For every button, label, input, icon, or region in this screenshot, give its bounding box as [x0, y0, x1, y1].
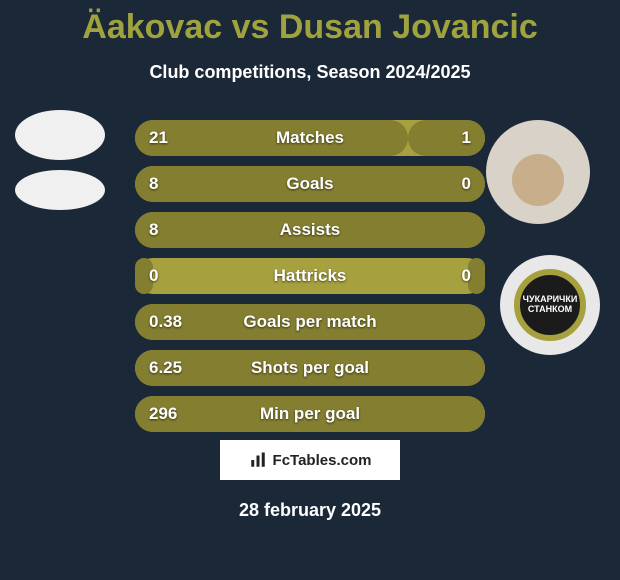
stat-bar: 296Min per goal: [135, 396, 485, 432]
bar-left-value: 21: [149, 120, 168, 156]
bar-fill-left: [135, 304, 485, 340]
bar-left-value: 0.38: [149, 304, 182, 340]
bar-left-value: 8: [149, 212, 158, 248]
bar-right-value: 1: [462, 120, 471, 156]
bar-fill-right: [408, 120, 485, 156]
bar-right-value: 0: [462, 166, 471, 202]
team2-badge-inner: ЧУКАРИЧКИ СТАНКОМ: [514, 269, 586, 341]
bar-left-value: 296: [149, 396, 177, 432]
stat-bar: 80Goals: [135, 166, 485, 202]
bar-fill-left: [135, 350, 485, 386]
stat-bar: 0 0Hattricks: [135, 258, 485, 294]
bar-left-value: 8: [149, 166, 158, 202]
team2-badge: ЧУКАРИЧКИ СТАНКОМ: [500, 255, 600, 355]
logo-box: FcTables.com: [220, 440, 400, 480]
player1-avatar-placeholder: [15, 110, 105, 160]
team2-badge-text: ЧУКАРИЧКИ СТАНКОМ: [523, 295, 578, 315]
bar-fill-left: [135, 212, 485, 248]
bar-left-value: 0: [149, 258, 158, 294]
bar-label: Hattricks: [135, 258, 485, 294]
bar-fill-left: [135, 166, 485, 202]
stat-bar: 0.38Goals per match: [135, 304, 485, 340]
logo-text: FcTables.com: [273, 452, 372, 469]
page-subtitle: Club competitions, Season 2024/2025: [0, 62, 620, 83]
bar-fill-left: [135, 396, 485, 432]
stat-bar: 6.25Shots per goal: [135, 350, 485, 386]
chart-icon: [249, 451, 267, 469]
stats-bars: 211Matches80Goals8Assists00Hattricks0.38…: [135, 120, 485, 442]
bar-fill-left: [135, 120, 408, 156]
bar-left-value: 6.25: [149, 350, 182, 386]
team1-badge-placeholder: [15, 170, 105, 210]
player2-avatar: [486, 120, 590, 224]
page-title: Äakovac vs Dusan Jovancic: [0, 8, 620, 47]
date-text: 28 february 2025: [0, 500, 620, 521]
bar-right-value: 0: [462, 258, 471, 294]
stat-bar: 211Matches: [135, 120, 485, 156]
stat-bar: 8Assists: [135, 212, 485, 248]
